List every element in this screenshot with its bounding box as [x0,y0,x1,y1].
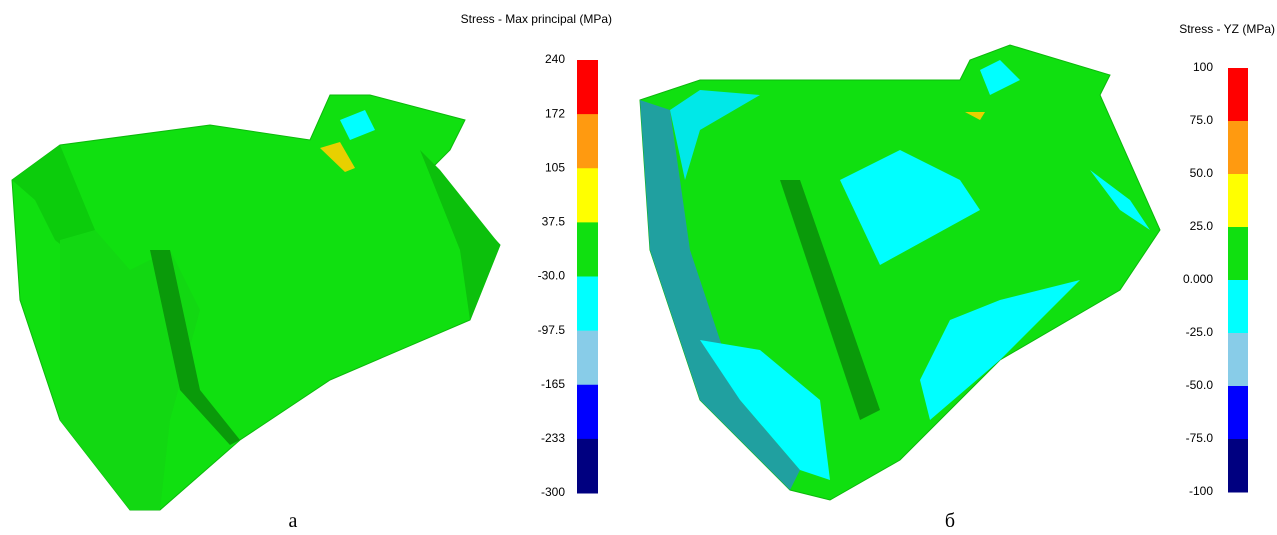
legend-label: 240 [545,52,565,66]
legend-title: Stress - Max principal (MPa) [461,12,612,26]
legend-label: -50.0 [1186,378,1214,392]
legend-label: -25.0 [1186,325,1214,339]
legend-label: 100 [1193,60,1213,74]
legend-swatch [577,60,598,115]
legend-swatch [577,222,598,277]
legend-swatch [577,439,598,494]
legend-label: -30.0 [538,269,566,283]
legend: Stress - YZ (MPa) 100 75.0 50.0 25.0 0.000 -25… [1179,22,1275,498]
legend-title: Stress - YZ (MPa) [1179,22,1275,36]
caption: а [289,510,298,532]
legend-label: -75.0 [1186,431,1214,445]
legend-swatch [1228,386,1248,440]
legend-swatch [1228,227,1248,281]
legend-label: -100 [1189,484,1213,498]
legend-label: 37.5 [542,215,566,229]
legend-swatch [1228,280,1248,334]
legend-label: 105 [545,160,565,174]
legend-swatch [577,168,598,223]
legend-swatch [1228,333,1248,387]
legend-swatch [1228,439,1248,493]
legend-swatch [577,114,598,169]
legend-swatch [1228,68,1248,122]
figure: Stress - Max principal (MPa) 240 172 105 37.… [0,0,1277,535]
legend-label: 75.0 [1190,113,1214,127]
legend-label: 0.000 [1183,272,1213,286]
legend-label: 50.0 [1190,166,1214,180]
legend-swatch [577,385,598,440]
caption: б [945,510,955,532]
legend-swatch [1228,174,1248,228]
legend-label: -300 [541,485,565,499]
legend-label: -233 [541,431,565,445]
legend-swatch [577,331,598,386]
legend-label: 25.0 [1190,219,1214,233]
legend-label: -165 [541,377,565,391]
legend-swatch [577,277,598,332]
legend-label: 172 [545,106,565,120]
legend-swatch [1228,121,1248,175]
model-b [640,45,1160,500]
legend-label: -97.5 [538,323,566,337]
model-a [12,95,500,510]
